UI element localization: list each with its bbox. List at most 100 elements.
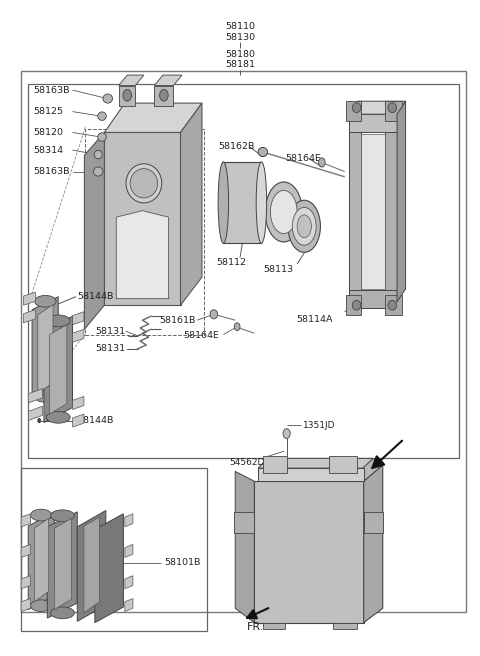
Polygon shape bbox=[397, 101, 406, 302]
Text: 58113: 58113 bbox=[263, 265, 293, 274]
Polygon shape bbox=[263, 623, 285, 629]
Polygon shape bbox=[119, 85, 135, 106]
Text: 58163B: 58163B bbox=[33, 167, 70, 176]
Ellipse shape bbox=[319, 158, 325, 167]
Text: 58101B: 58101B bbox=[164, 558, 200, 567]
Polygon shape bbox=[72, 396, 84, 409]
Ellipse shape bbox=[297, 215, 312, 237]
Polygon shape bbox=[54, 518, 72, 609]
Polygon shape bbox=[349, 114, 397, 133]
Text: 58131: 58131 bbox=[95, 327, 125, 336]
Polygon shape bbox=[258, 459, 373, 468]
Polygon shape bbox=[125, 598, 133, 611]
Text: 58161B: 58161B bbox=[159, 316, 195, 325]
Polygon shape bbox=[361, 134, 385, 289]
Polygon shape bbox=[385, 101, 402, 121]
Polygon shape bbox=[125, 576, 133, 588]
Polygon shape bbox=[346, 101, 361, 121]
Text: 58114A: 58114A bbox=[296, 315, 333, 324]
Circle shape bbox=[37, 418, 41, 423]
Ellipse shape bbox=[352, 300, 361, 310]
Polygon shape bbox=[38, 304, 53, 393]
Ellipse shape bbox=[292, 207, 316, 245]
Polygon shape bbox=[21, 598, 31, 611]
Polygon shape bbox=[125, 514, 133, 527]
Ellipse shape bbox=[159, 89, 168, 101]
Polygon shape bbox=[385, 295, 402, 315]
Polygon shape bbox=[119, 75, 144, 85]
Polygon shape bbox=[346, 295, 361, 315]
Ellipse shape bbox=[94, 167, 103, 176]
Ellipse shape bbox=[265, 182, 302, 242]
Polygon shape bbox=[125, 544, 133, 558]
Text: FR.: FR. bbox=[247, 621, 264, 632]
Polygon shape bbox=[235, 472, 254, 623]
Ellipse shape bbox=[98, 133, 106, 141]
Polygon shape bbox=[254, 482, 364, 623]
Text: 58164E: 58164E bbox=[183, 331, 219, 340]
Bar bbox=[21, 468, 207, 631]
Polygon shape bbox=[364, 465, 383, 623]
Polygon shape bbox=[72, 329, 84, 342]
Polygon shape bbox=[95, 514, 123, 623]
Polygon shape bbox=[349, 101, 406, 114]
Polygon shape bbox=[349, 119, 361, 308]
Text: 54562D: 54562D bbox=[229, 459, 265, 468]
Polygon shape bbox=[349, 290, 397, 308]
Ellipse shape bbox=[31, 600, 51, 611]
Polygon shape bbox=[35, 518, 48, 602]
Text: 58181: 58181 bbox=[225, 60, 255, 69]
Polygon shape bbox=[258, 468, 364, 482]
Polygon shape bbox=[223, 162, 262, 243]
Circle shape bbox=[96, 560, 99, 565]
Polygon shape bbox=[234, 512, 254, 533]
Text: 58144B: 58144B bbox=[77, 416, 114, 425]
Polygon shape bbox=[21, 514, 31, 527]
Polygon shape bbox=[155, 75, 182, 85]
Polygon shape bbox=[116, 211, 168, 298]
Ellipse shape bbox=[47, 411, 70, 423]
Text: 58163B: 58163B bbox=[33, 85, 70, 94]
Ellipse shape bbox=[288, 200, 321, 253]
Text: 58125: 58125 bbox=[33, 107, 63, 116]
Ellipse shape bbox=[270, 190, 297, 234]
Ellipse shape bbox=[352, 103, 361, 113]
Ellipse shape bbox=[283, 429, 290, 438]
Ellipse shape bbox=[35, 390, 56, 402]
Ellipse shape bbox=[258, 148, 267, 157]
Polygon shape bbox=[364, 512, 383, 533]
Ellipse shape bbox=[50, 510, 74, 522]
Ellipse shape bbox=[218, 162, 228, 243]
Text: 58180: 58180 bbox=[225, 50, 255, 59]
Polygon shape bbox=[155, 85, 173, 106]
Polygon shape bbox=[72, 312, 84, 325]
Polygon shape bbox=[28, 512, 54, 609]
Text: 58164E: 58164E bbox=[285, 154, 321, 163]
Text: 58131: 58131 bbox=[95, 344, 125, 354]
Ellipse shape bbox=[130, 169, 158, 198]
Polygon shape bbox=[32, 297, 58, 401]
Polygon shape bbox=[84, 133, 104, 329]
Text: 58120: 58120 bbox=[33, 128, 63, 137]
Polygon shape bbox=[77, 510, 106, 621]
Polygon shape bbox=[329, 457, 357, 473]
Ellipse shape bbox=[256, 162, 267, 243]
Polygon shape bbox=[180, 103, 202, 305]
Polygon shape bbox=[24, 310, 36, 323]
Ellipse shape bbox=[234, 323, 240, 331]
Ellipse shape bbox=[126, 164, 162, 203]
Text: 58162B: 58162B bbox=[218, 142, 255, 152]
Bar bbox=[85, 129, 204, 335]
Text: 58144B: 58144B bbox=[77, 292, 114, 301]
Text: 58112: 58112 bbox=[216, 258, 246, 267]
Text: 58130: 58130 bbox=[225, 33, 255, 42]
Polygon shape bbox=[104, 103, 202, 133]
Polygon shape bbox=[84, 517, 100, 613]
Polygon shape bbox=[44, 316, 72, 422]
Ellipse shape bbox=[98, 112, 106, 121]
Ellipse shape bbox=[388, 103, 396, 113]
Text: 58314: 58314 bbox=[33, 146, 63, 155]
Polygon shape bbox=[48, 512, 77, 618]
Polygon shape bbox=[28, 406, 43, 420]
Ellipse shape bbox=[123, 89, 132, 101]
